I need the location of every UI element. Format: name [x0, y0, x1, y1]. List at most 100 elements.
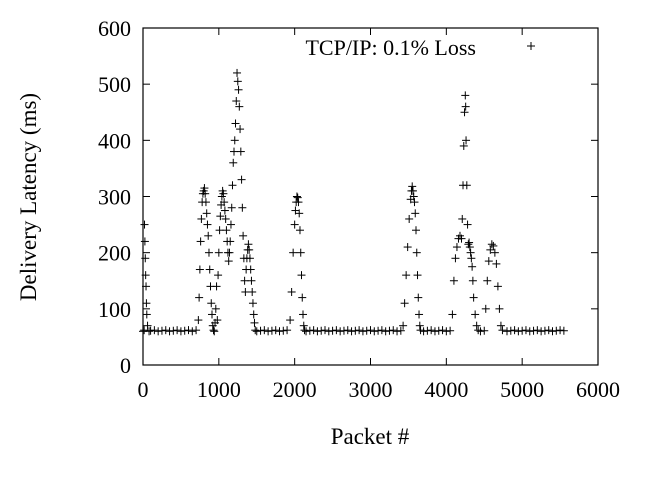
data-point: [492, 259, 501, 268]
data-point: [305, 326, 314, 335]
data-point: [204, 231, 213, 240]
data-point: [409, 192, 418, 201]
data-point: [427, 326, 436, 335]
data-point: [309, 326, 318, 335]
data-point: [245, 245, 254, 254]
data-point: [411, 209, 420, 218]
data-point: [381, 327, 390, 336]
data-point: [220, 198, 229, 207]
x-axis-label: Packet #: [331, 424, 410, 449]
data-point: [413, 271, 422, 280]
data-point: [389, 326, 398, 335]
data-point: [358, 327, 367, 336]
data-point: [161, 326, 170, 335]
data-point: [415, 310, 424, 319]
data-point: [203, 220, 212, 229]
data-point: [208, 310, 217, 319]
data-point: [458, 214, 467, 223]
data-point: [205, 265, 214, 274]
data-point: [446, 326, 455, 335]
y-tick-label: 500: [98, 72, 131, 97]
data-point: [299, 310, 308, 319]
data-point: [233, 77, 242, 86]
data-point: [216, 212, 225, 221]
data-point: [194, 316, 203, 325]
data-point: [385, 326, 394, 335]
data-point: [393, 327, 402, 336]
data-point: [299, 321, 308, 330]
data-point: [548, 327, 557, 336]
data-point: [230, 136, 239, 145]
data-point: [302, 327, 311, 336]
data-point: [239, 231, 248, 240]
x-tick-label: 2000: [273, 377, 317, 402]
data-point: [399, 321, 408, 330]
data-point: [396, 326, 405, 335]
data-point: [293, 193, 302, 202]
data-point: [236, 147, 245, 156]
data-point: [248, 287, 257, 296]
data-point: [145, 327, 154, 336]
axis-tick-labels: 0 1000 2000 3000 4000 5000 6000 0 100 200 300 400 50…: [98, 16, 620, 402]
x-tick-label: 1000: [197, 377, 241, 402]
data-point: [141, 254, 150, 263]
data-point: [296, 248, 305, 257]
data-point: [157, 326, 166, 335]
data-point: [343, 326, 352, 335]
data-point: [449, 276, 458, 285]
legend-label: TCP/IP: 0.1% Loss: [305, 35, 476, 60]
data-point: [559, 326, 568, 335]
data-point: [493, 282, 502, 291]
data-point: [142, 299, 151, 308]
data-point: [321, 326, 329, 335]
data-point: [514, 327, 523, 336]
data-point: [452, 243, 461, 252]
data-point: [188, 327, 197, 336]
data-point: [362, 326, 371, 335]
data-point: [461, 91, 470, 100]
data-point: [374, 326, 383, 335]
data-point: [142, 310, 151, 319]
data-point: [438, 326, 447, 335]
y-tick-label: 300: [98, 185, 131, 210]
data-point: [252, 327, 261, 336]
data-point: [462, 136, 471, 145]
data-point: [408, 182, 417, 191]
data-point: [521, 326, 530, 335]
data-point: [540, 326, 549, 335]
data-point: [410, 198, 419, 207]
data-point: [471, 310, 480, 319]
legend-marker: [527, 42, 535, 50]
data-point: [192, 326, 201, 335]
axis-ticks: [142, 27, 599, 366]
data-point: [184, 326, 193, 335]
data-point: [295, 209, 304, 218]
data-points: [139, 68, 568, 336]
data-point: [300, 326, 309, 335]
data-point: [419, 327, 428, 336]
data-point: [260, 326, 269, 335]
data-point: [286, 316, 295, 325]
data-point: [236, 125, 245, 134]
data-point: [222, 226, 231, 235]
data-point: [235, 102, 244, 111]
x-tick-label: 0: [138, 377, 149, 402]
data-point: [408, 186, 417, 195]
data-point: [405, 214, 414, 223]
data-point: [481, 304, 490, 313]
data-point: [484, 257, 493, 266]
data-point: [480, 326, 489, 335]
data-point: [232, 97, 241, 106]
data-point: [412, 226, 420, 235]
data-point: [140, 220, 149, 229]
data-point: [213, 316, 222, 325]
data-point: [366, 326, 375, 335]
data-point: [496, 321, 505, 330]
data-point: [176, 327, 185, 336]
y-tick-label: 200: [98, 241, 131, 266]
data-point: [328, 326, 337, 335]
data-point: [195, 293, 204, 302]
data-point: [150, 326, 159, 335]
y-axis-label: Delivery Latency (ms): [16, 93, 41, 301]
data-point: [140, 237, 149, 246]
